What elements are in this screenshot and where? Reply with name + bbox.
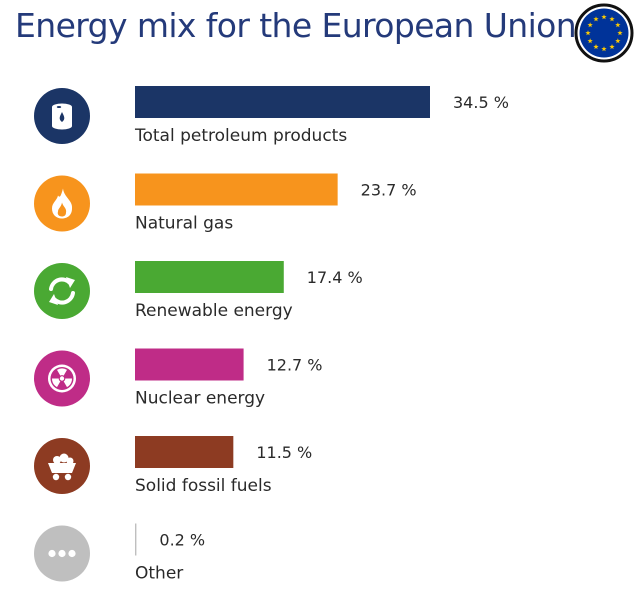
- flag-star-icon: [609, 16, 615, 22]
- chart-row: 23.7 % Natural gas: [34, 173, 417, 234]
- flag-star-icon: [587, 38, 593, 44]
- chart-row: 17.4 % Renewable energy: [34, 261, 363, 321]
- category-label: Natural gas: [135, 214, 233, 234]
- flag-star-icon: [615, 38, 621, 44]
- value-label: 34.5 %: [453, 93, 509, 112]
- chart-row: 12.7 %Nuclear energy: [34, 348, 323, 409]
- flag-star-icon: [601, 14, 607, 20]
- chart-title: Energy mix for the European Union: [15, 6, 577, 45]
- flag-star-icon: [615, 22, 621, 28]
- bar: [135, 348, 244, 381]
- flame-icon: [34, 175, 90, 232]
- category-label: Solid fossil fuels: [135, 476, 272, 496]
- ellipsis-icon: [34, 525, 90, 582]
- value-label: 17.4 %: [307, 268, 363, 287]
- flag-star-icon: [617, 30, 623, 36]
- bar: [135, 173, 338, 206]
- oil-barrel-icon: [34, 88, 90, 144]
- category-label: Renewable energy: [135, 301, 293, 321]
- category-label: Nuclear energy: [135, 389, 265, 409]
- value-label: 12.7 %: [267, 356, 323, 375]
- chart-row: 0.2 % Other: [34, 523, 205, 584]
- eu-flag-icon: [574, 3, 634, 63]
- bar: [135, 523, 137, 556]
- category-label: Other: [135, 564, 183, 584]
- chart-row: 11.5 % Solid fossil fuels: [34, 436, 312, 496]
- value-label: 0.2 %: [159, 531, 205, 550]
- coal-cart-icon: [34, 438, 90, 494]
- flag-star-icon: [609, 44, 615, 50]
- flag-star-icon: [593, 16, 599, 22]
- flag-star-icon: [593, 44, 599, 50]
- bar: [135, 436, 234, 468]
- chart-row: 34.5 % Total petroleum products: [34, 86, 509, 146]
- flag-star-icon: [585, 30, 591, 36]
- value-label: 23.7 %: [361, 181, 417, 200]
- flag-star-icon: [587, 22, 593, 28]
- value-label: 11.5 %: [256, 443, 312, 462]
- bar: [135, 261, 284, 293]
- bar: [135, 86, 430, 118]
- recycle-arrows-icon: [34, 263, 90, 319]
- category-label: Total petroleum products: [134, 126, 347, 146]
- flag-star-icon: [601, 46, 607, 52]
- radiation-icon: [34, 350, 90, 407]
